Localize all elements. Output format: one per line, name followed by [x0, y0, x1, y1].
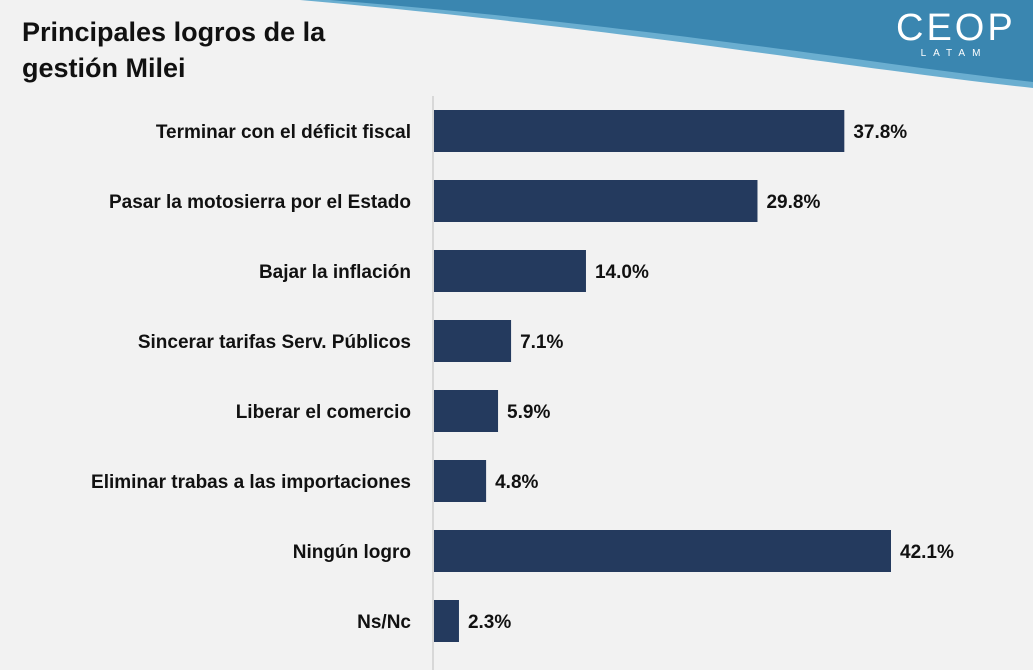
bar — [434, 600, 459, 642]
bar — [434, 530, 891, 572]
value-label: 14.0% — [595, 262, 649, 283]
bars-group: Terminar con el déficit fiscal 37.8% Pasar… — [91, 110, 954, 642]
value-label: 29.8% — [766, 192, 820, 213]
category-label: Pasar la motosierra por el Estado — [109, 192, 411, 213]
page-title: Principales logros de la gestión Milei — [22, 17, 326, 83]
logo-subtitle: LATAM — [920, 48, 988, 59]
value-label: 7.1% — [520, 332, 563, 353]
category-label: Bajar la inflación — [259, 262, 411, 283]
logo-wordmark: CEOP — [896, 7, 1016, 49]
bar — [434, 180, 758, 222]
value-label: 42.1% — [900, 542, 954, 563]
category-label: Liberar el comercio — [236, 402, 411, 423]
value-label: 5.9% — [507, 402, 550, 423]
category-label: Ningún logro — [293, 542, 411, 563]
value-label: 37.8% — [853, 122, 907, 143]
bar — [434, 250, 586, 292]
category-label: Eliminar trabas a las importaciones — [91, 472, 411, 493]
header-wave-graphic — [300, 0, 1033, 88]
bar — [434, 390, 499, 432]
bar — [434, 110, 845, 152]
bar — [434, 320, 512, 362]
ceop-logo: CEOP LATAM — [896, 7, 1016, 60]
category-label: Ns/Nc — [357, 612, 411, 633]
category-label: Sincerar tarifas Serv. Públicos — [138, 332, 411, 353]
value-label: 4.8% — [495, 472, 538, 493]
header-wave-dark — [330, 0, 1033, 82]
category-label: Terminar con el déficit fiscal — [156, 122, 411, 143]
bar — [434, 460, 487, 502]
value-label: 2.3% — [468, 612, 511, 633]
